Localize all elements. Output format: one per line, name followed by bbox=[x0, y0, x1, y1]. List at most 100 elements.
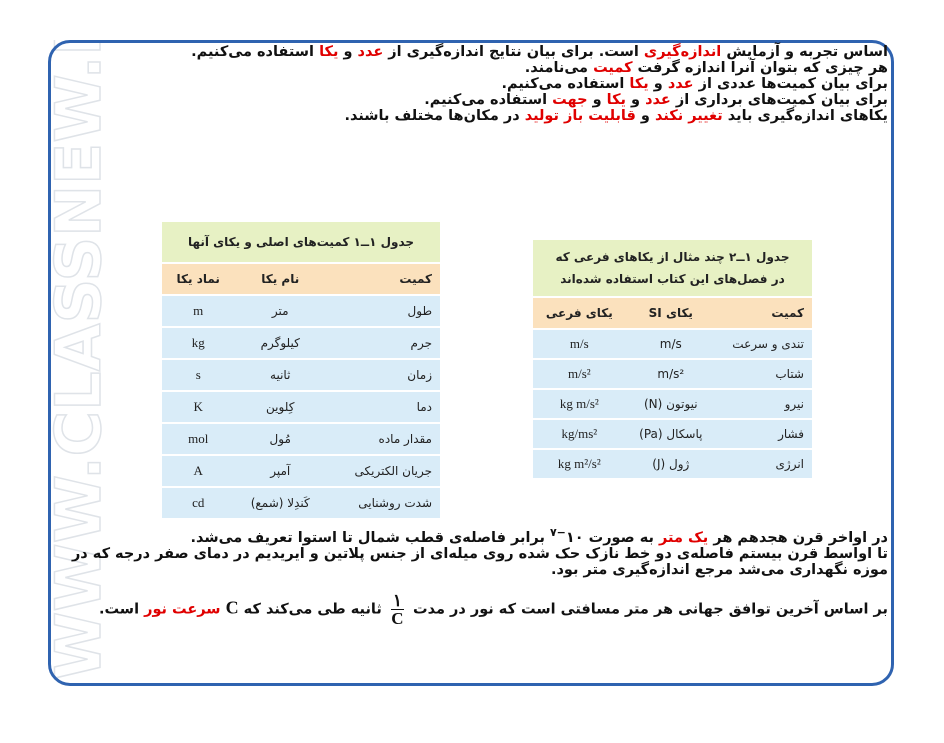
table-row: دما کِلوین K bbox=[162, 391, 440, 424]
column-header: یکای فرعی bbox=[533, 297, 626, 330]
cell: کَندِلا (شمع) bbox=[234, 487, 326, 520]
cell: مُول bbox=[234, 423, 326, 456]
bullet: هر چیزی که بتوان آنرا اندازه گرفت کمیت م… bbox=[68, 60, 888, 76]
cell: انرژی bbox=[715, 449, 812, 480]
table-row: طول متر m bbox=[162, 295, 440, 328]
table-title: جدول ۱ــ۱ کمیت‌های اصلی و یکای آنها bbox=[162, 222, 440, 264]
cell: kg bbox=[162, 327, 235, 360]
table-row: تندی و سرعت m/s m/s bbox=[533, 329, 812, 360]
cell: s bbox=[162, 359, 235, 392]
highlight: یکا bbox=[629, 76, 649, 92]
highlight: اندازه‌گیری bbox=[643, 44, 722, 60]
text: و bbox=[648, 76, 668, 92]
cell: m/s² bbox=[625, 359, 716, 390]
table-row: شتاب m/s² m/s² bbox=[533, 359, 812, 390]
highlight: یکا bbox=[606, 92, 626, 108]
cell: مقدار ماده bbox=[325, 423, 440, 456]
table-title: جدول ۱ــ۲ چند مثال از یکاهای فرعی که در … bbox=[533, 240, 812, 298]
cell: کِلوین bbox=[234, 391, 326, 424]
bullet-list: در اواخر قرن هجدهم هر یک متر به صورت ۱۰−… bbox=[68, 527, 888, 627]
bullet: تا اواسط قرن بیستم فاصله‌ی دو خط نازک حک… bbox=[68, 546, 888, 578]
bullet: در اواخر قرن هجدهم هر یک متر به صورت ۱۰−… bbox=[68, 527, 888, 546]
text: و bbox=[635, 108, 655, 124]
text: برای بیان کمیت‌ها عددی از bbox=[693, 76, 888, 92]
table-row: نیرو نیوتون (N) kg m/s² bbox=[533, 389, 812, 420]
column-header: کمیت bbox=[715, 297, 812, 330]
table-row: مقدار ماده مُول mol bbox=[162, 423, 440, 456]
highlight: عدد bbox=[667, 76, 694, 92]
bullet: برای بیان کمیت‌ها عددی از عدد و یکا استف… bbox=[68, 76, 888, 92]
table-row: زمان ثانیه s bbox=[162, 359, 440, 392]
cell: K bbox=[162, 391, 235, 424]
text: برابر فاصله‌ی قطب شمال تا استوا تعریف می… bbox=[190, 530, 550, 546]
text: هر چیزی که بتوان آنرا اندازه گرفت bbox=[632, 60, 888, 76]
cell: جریان الکتریکی bbox=[325, 455, 440, 488]
bullet-list: اساس تجربه و آزمایش اندازه‌گیری است. برا… bbox=[68, 44, 888, 124]
exponent: −۷ bbox=[549, 526, 566, 540]
cell: نیرو bbox=[715, 389, 812, 420]
text: به صورت ۱۰ bbox=[565, 530, 659, 546]
text: استفاده می‌کنیم. bbox=[191, 44, 320, 60]
text: برای بیان کمیت‌های برداری از bbox=[670, 92, 888, 108]
table-row: جریان الکتریکی آمپر A bbox=[162, 455, 440, 488]
numerator: ۱ bbox=[390, 591, 404, 610]
highlight: تغییر نکند bbox=[654, 108, 723, 124]
cell: A bbox=[162, 455, 235, 488]
cell: cd bbox=[162, 487, 235, 520]
table-row: جرم کیلوگرم kg bbox=[162, 327, 440, 360]
text: ثانیه طی می‌کند که bbox=[238, 601, 387, 618]
cell: پاسکال (Pa) bbox=[625, 419, 716, 450]
cell: جرم bbox=[325, 327, 440, 360]
text: اساس تجربه و آزمایش bbox=[721, 44, 888, 60]
watermark: WWW.CLASSNEW.IR bbox=[42, 40, 115, 680]
frame bbox=[48, 40, 894, 686]
highlight: عدد bbox=[357, 44, 384, 60]
bullet: اساس تجربه و آزمایش اندازه‌گیری است. برا… bbox=[68, 44, 888, 60]
cell: ژول (J) bbox=[625, 449, 716, 480]
highlight: یکا bbox=[319, 44, 339, 60]
column-header: نام یکا bbox=[234, 263, 326, 296]
cell: m/s bbox=[625, 329, 716, 360]
text: و bbox=[338, 44, 358, 60]
cell: m bbox=[162, 295, 235, 328]
cell: شتاب bbox=[715, 359, 812, 390]
table-derived-units: جدول ۱ــ۲ چند مثال از یکاهای فرعی که در … bbox=[533, 240, 812, 480]
cell: کیلوگرم bbox=[234, 327, 326, 360]
cell: ثانیه bbox=[234, 359, 326, 392]
text: یکاهای اندازه‌گیری باید bbox=[722, 108, 888, 124]
cell: تندی و سرعت bbox=[715, 329, 812, 360]
cell: kg/ms² bbox=[533, 419, 626, 450]
highlight: عدد bbox=[645, 92, 671, 108]
text: در مکان‌ها مختلف باشند. bbox=[344, 108, 525, 124]
bullet: یکاهای اندازه‌گیری باید تغییر نکند و قاب… bbox=[68, 108, 888, 124]
text: و bbox=[625, 92, 646, 108]
title-row: جدول ۱ــ۱ کمیت‌های اصلی و یکای آنها bbox=[162, 222, 440, 264]
highlight: یک متر bbox=[659, 530, 709, 546]
cell: نیوتون (N) bbox=[625, 389, 716, 420]
text: استفاده می‌کنیم. bbox=[501, 76, 630, 92]
header-row: کمیت نام یکا نماد یکا bbox=[162, 263, 440, 296]
cell: kg m²/s² bbox=[533, 449, 626, 480]
text: است. bbox=[98, 601, 145, 618]
table-row: شدت روشنایی کَندِلا (شمع) cd bbox=[162, 487, 440, 520]
header-row: کمیت یکای SI یکای فرعی bbox=[533, 297, 812, 330]
highlight: C bbox=[225, 597, 239, 618]
table-base-units: جدول ۱ــ۱ کمیت‌های اصلی و یکای آنها کمیت ن… bbox=[162, 222, 440, 520]
text: تا اواسط قرن بیستم فاصله‌ی دو خط نازک حک… bbox=[71, 546, 888, 578]
cell: زمان bbox=[325, 359, 440, 392]
highlight: جهت bbox=[552, 92, 588, 108]
column-header: کمیت bbox=[325, 263, 440, 296]
cell: فشار bbox=[715, 419, 812, 450]
cell: m/s bbox=[533, 329, 626, 360]
cell: شدت روشنایی bbox=[325, 487, 440, 520]
watermark-layer: WWW.CLASSNEW.IR bbox=[41, 40, 116, 680]
bullet: بر اساس آخرین توافق جهانی هر متر مسافتی … bbox=[68, 592, 888, 627]
text: است. برای بیان نتایج اندازه‌گیری از bbox=[383, 44, 644, 60]
highlight: کمیت bbox=[593, 60, 633, 76]
text: استفاده می‌کنیم. bbox=[424, 92, 553, 108]
column-header: نماد یکا bbox=[162, 263, 235, 296]
table-row: انرژی ژول (J) kg m²/s² bbox=[533, 449, 812, 480]
cell: m/s² bbox=[533, 359, 626, 390]
